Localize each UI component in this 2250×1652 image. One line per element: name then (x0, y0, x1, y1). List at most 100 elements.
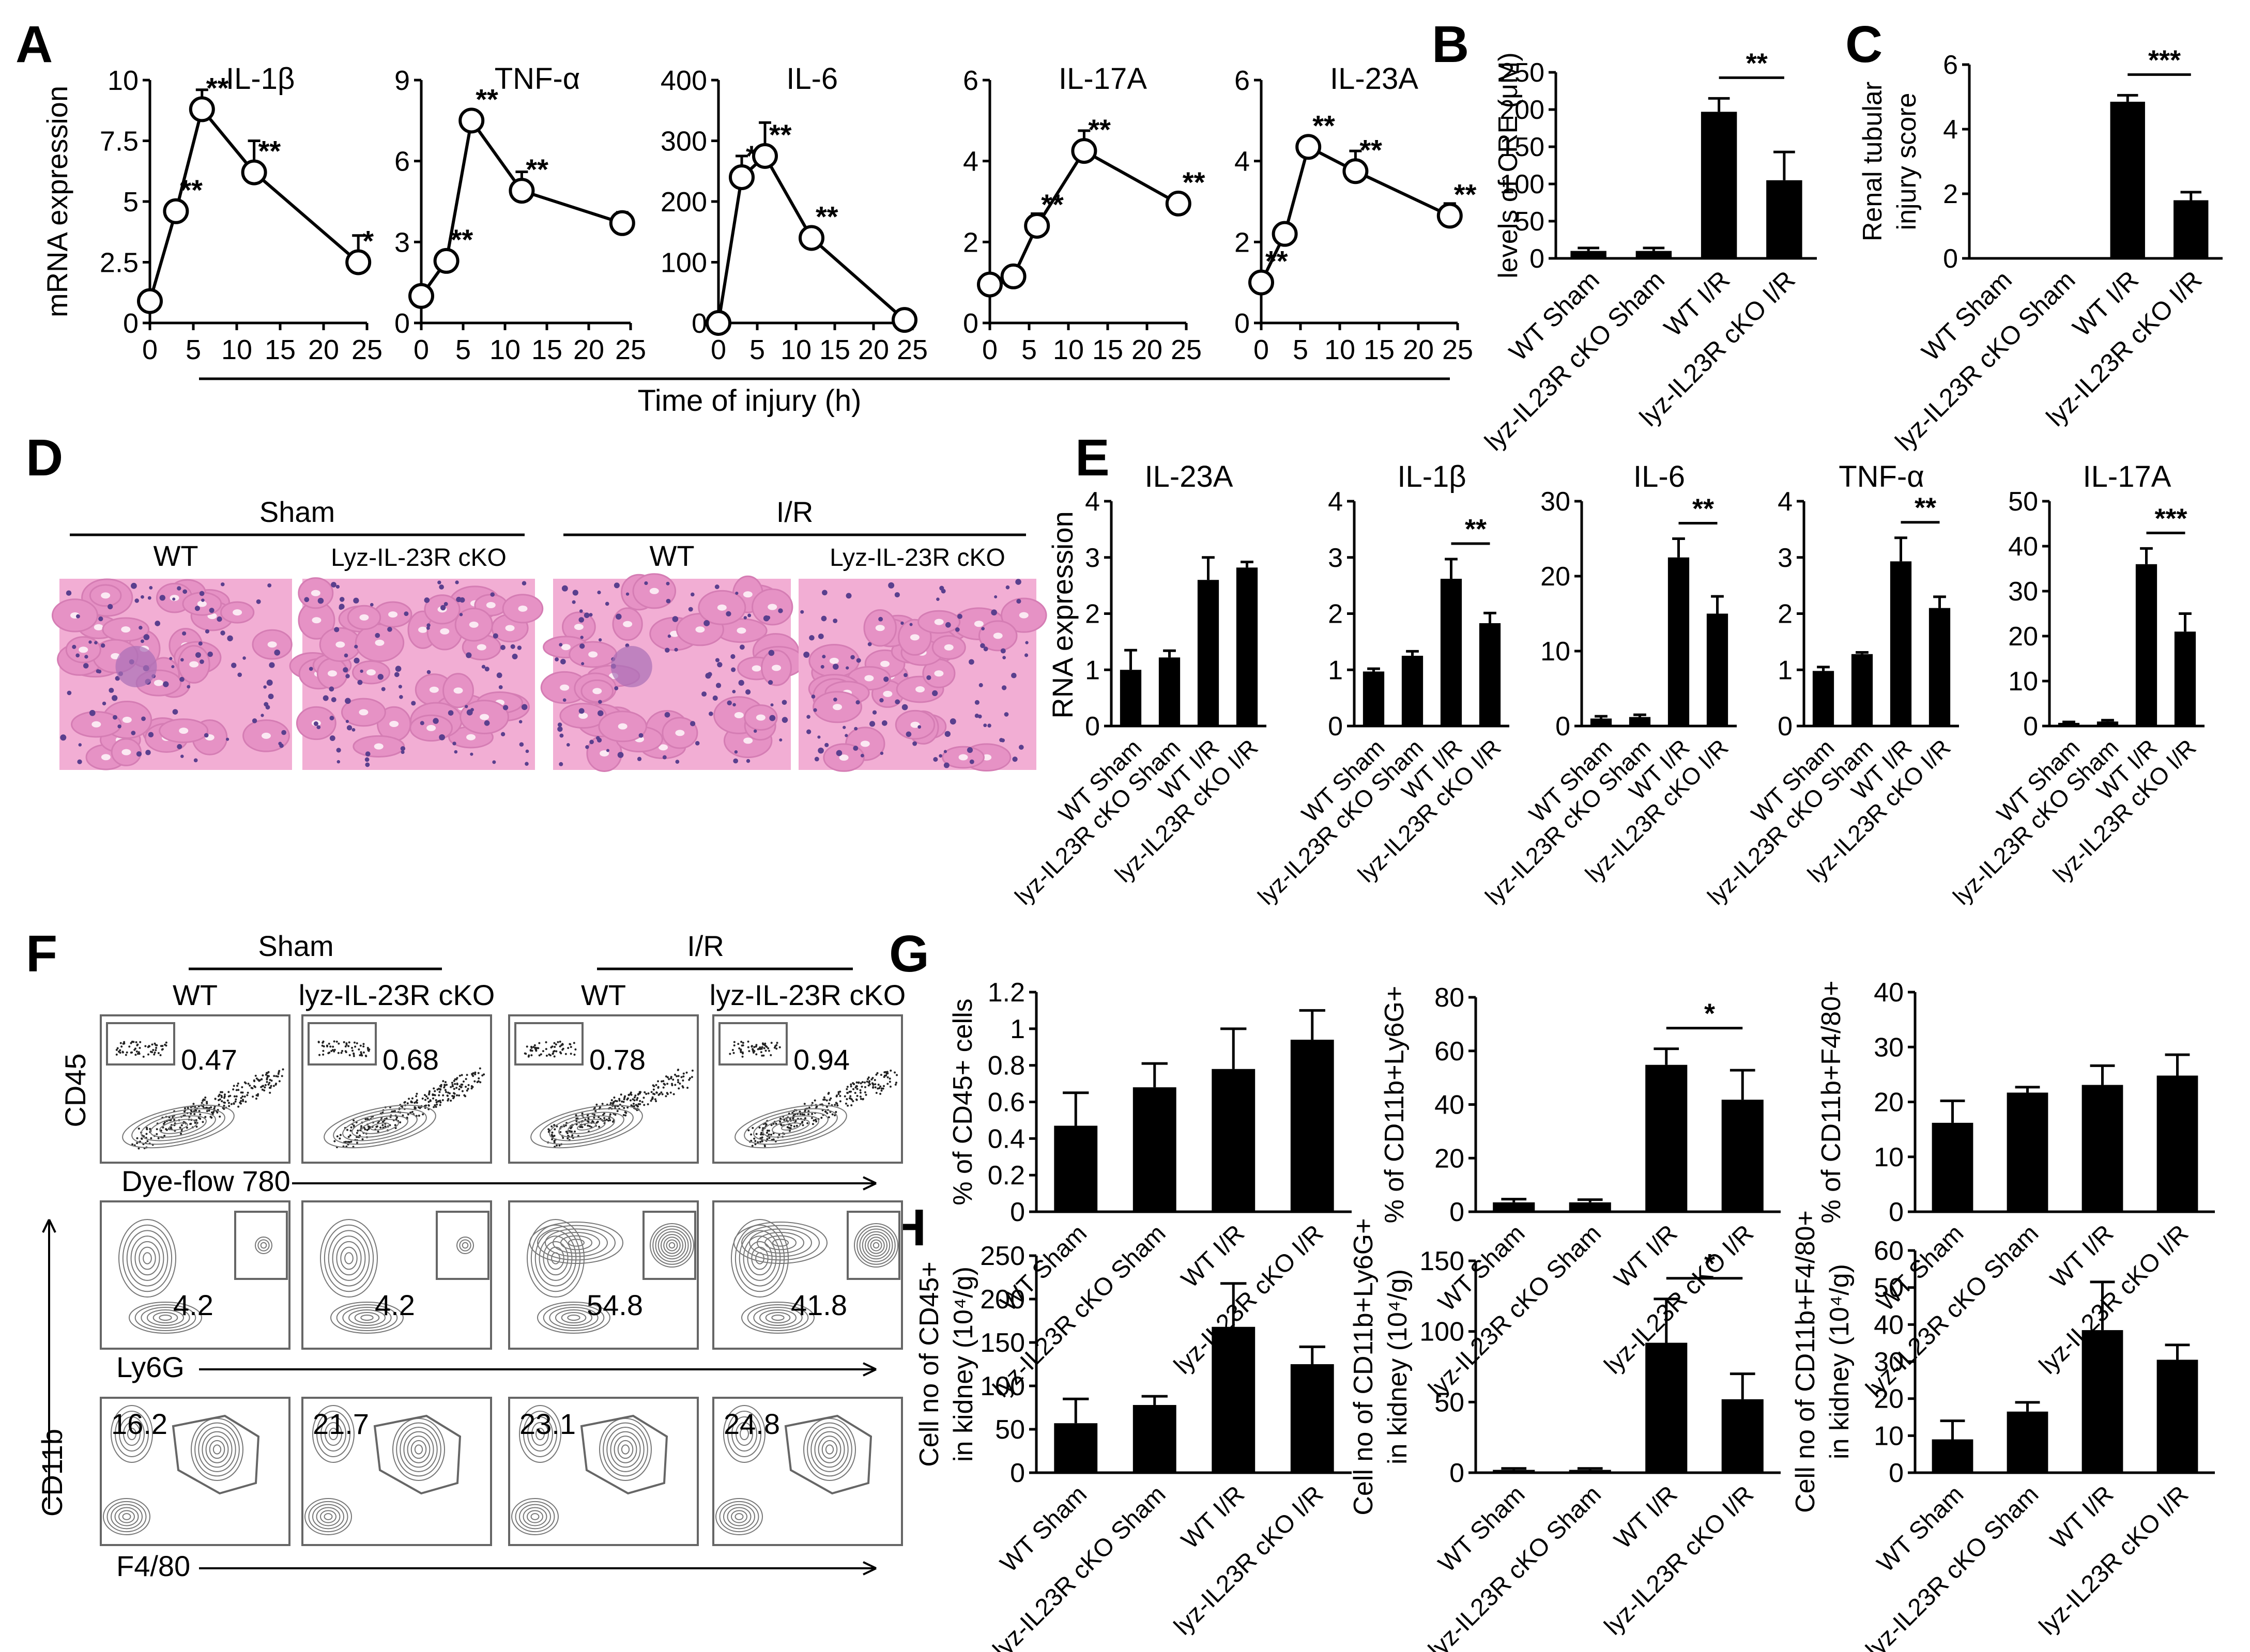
event-dot (266, 1076, 269, 1078)
event-dot (639, 1103, 641, 1105)
contour-line (749, 1228, 812, 1257)
event-dot (742, 1042, 744, 1044)
event-dot (354, 1045, 357, 1048)
event-dot (418, 1115, 420, 1117)
event-dot (677, 1075, 680, 1077)
cell-nucleus (360, 669, 363, 673)
cell-nucleus (411, 701, 416, 706)
event-dot (669, 1091, 672, 1094)
event-dot (435, 1106, 437, 1108)
event-dot (483, 1073, 485, 1076)
cell-nucleus (555, 657, 559, 662)
event-dot (233, 1095, 236, 1098)
x-tick-label: 5 (186, 334, 201, 365)
data-point (1272, 221, 1298, 247)
event-dot (755, 1045, 757, 1048)
event-dot (567, 1047, 570, 1049)
cell-nucleus (357, 680, 363, 685)
bar (2135, 564, 2157, 726)
contour-line (130, 1236, 164, 1281)
event-dot (381, 1124, 384, 1126)
event-dot (474, 1071, 477, 1074)
cell-nucleus (672, 616, 679, 622)
event-dot (632, 1102, 635, 1105)
chart-title: IL-1β (226, 62, 295, 96)
cell-nucleus (227, 635, 233, 642)
event-dot (364, 1118, 367, 1120)
event-dot (447, 1091, 450, 1094)
event-dot (768, 1049, 770, 1052)
contour-line (320, 1416, 346, 1452)
event-dot (737, 1043, 740, 1045)
event-dot (414, 1102, 416, 1104)
tubule-lumen (649, 588, 659, 594)
event-dot (379, 1126, 382, 1129)
bar (2174, 631, 2196, 726)
event-dot (221, 1100, 223, 1103)
event-dot (603, 1117, 606, 1119)
cell-nucleus (404, 611, 409, 616)
contour-line (873, 1242, 880, 1249)
event-dot (883, 1085, 885, 1087)
event-dot (831, 1113, 834, 1116)
y-tick-label: 200 (1499, 95, 1544, 125)
sub-group-label: WT (173, 979, 218, 1011)
event-dot (155, 1046, 158, 1049)
event-dot (227, 1091, 230, 1093)
event-dot (452, 1097, 455, 1100)
x-tick-label: 20 (308, 334, 339, 365)
event-dot (633, 1105, 635, 1107)
y-tick-label: 3 (394, 227, 410, 258)
event-dot (195, 1125, 198, 1128)
event-dot (758, 1126, 761, 1129)
event-dot (770, 1042, 773, 1044)
event-dot (761, 1042, 764, 1045)
cell-nucleus (113, 715, 117, 720)
event-dot (180, 1132, 182, 1135)
y-tick-label: 100 (1419, 1317, 1464, 1347)
event-dot (134, 1047, 136, 1050)
panel-letter-C: C (1845, 16, 1882, 73)
contour-line (320, 1510, 336, 1523)
y-tick-label: 0 (963, 308, 978, 339)
event-dot (760, 1132, 763, 1134)
cell-nucleus (263, 685, 267, 689)
event-dot (131, 1041, 133, 1043)
cell-nucleus (800, 610, 804, 614)
event-dot (834, 1114, 836, 1117)
event-dot (618, 1098, 621, 1100)
event-dot (323, 1045, 325, 1048)
bar (1570, 251, 1606, 258)
event-dot (553, 1055, 556, 1058)
cell-nucleus (895, 699, 900, 705)
event-dot (812, 1123, 814, 1125)
bar (1440, 579, 1462, 726)
data-point (752, 143, 778, 169)
event-dot (253, 1085, 256, 1087)
event-dot (362, 1051, 365, 1054)
data-point (892, 307, 917, 333)
event-dot (359, 1054, 361, 1057)
y-tick-label: 20 (1540, 562, 1570, 592)
event-dot (767, 1047, 770, 1049)
event-dot (232, 1088, 235, 1091)
tubule-lumen (743, 591, 753, 598)
category-label: lyz-IL23R cKO I/R (1169, 1480, 1328, 1640)
y-tick-label: 30 (2008, 577, 2038, 607)
event-dot (559, 1040, 561, 1043)
event-dot (427, 1104, 430, 1107)
tubule-lumen (737, 627, 746, 634)
event-dot (677, 1079, 679, 1082)
category-label: WT I/R (1609, 1219, 1682, 1293)
event-dot (351, 1049, 354, 1052)
event-dot (570, 1130, 573, 1133)
data-point (1000, 263, 1027, 289)
y-axis-label: % of CD11b+Ly6G+ (1380, 986, 1410, 1224)
tubule-lumen (993, 632, 1003, 639)
event-dot (655, 1084, 657, 1086)
event-dot (772, 1138, 775, 1141)
event-dot (137, 1051, 140, 1054)
event-dot (141, 1137, 143, 1140)
event-dot (235, 1098, 237, 1101)
y-tick-label: 0 (1010, 1458, 1025, 1488)
